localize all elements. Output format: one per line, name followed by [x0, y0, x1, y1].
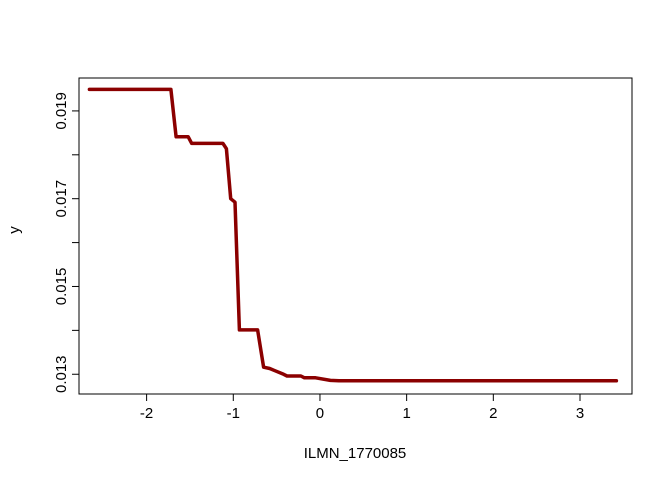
y-axis-title: y	[6, 226, 23, 234]
y-tick-label: 0.013	[53, 355, 70, 393]
plot-frame	[78, 77, 633, 395]
x-axis: -2 -1 0 1 2 3	[140, 393, 584, 422]
x-tick-label: -1	[227, 405, 240, 422]
y-tick-label: 0.017	[53, 180, 70, 218]
y-tick-label: 0.015	[53, 268, 70, 306]
x-tick-label: 3	[576, 405, 584, 422]
x-tick-label: 1	[402, 405, 410, 422]
x-tick-label: -2	[140, 405, 153, 422]
x-tick-label: 2	[489, 405, 497, 422]
y-axis: 0.013 0.015 0.017 0.019	[53, 92, 80, 393]
series-line	[87, 87, 619, 383]
x-tick-label: 0	[316, 405, 324, 422]
y-tick-label: 0.019	[53, 92, 70, 130]
series-layer	[87, 87, 619, 383]
x-axis-title: ILMN_1770085	[304, 445, 407, 462]
